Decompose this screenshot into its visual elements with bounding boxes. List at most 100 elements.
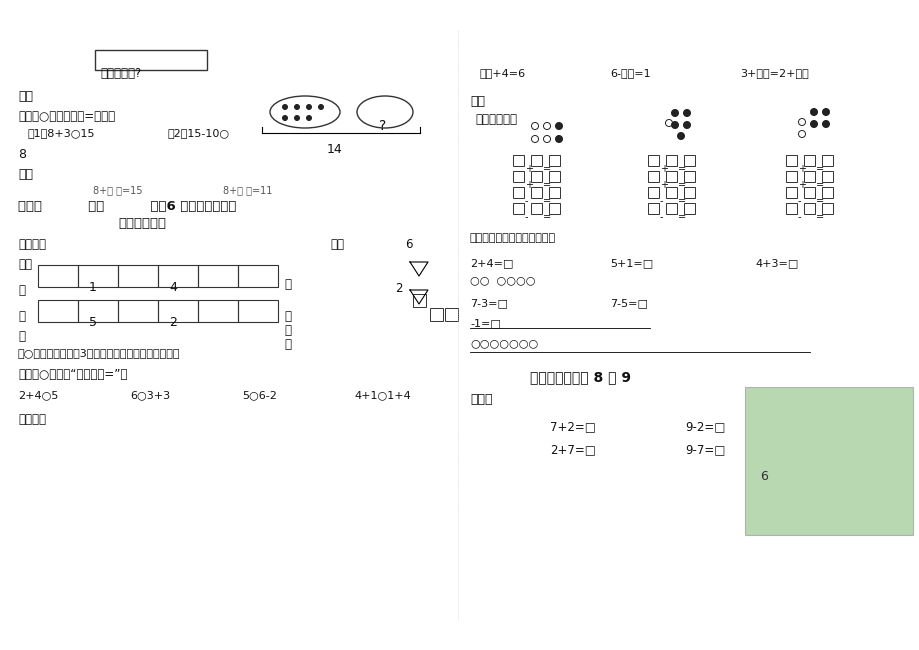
Circle shape bbox=[318, 105, 323, 109]
Text: 14: 14 bbox=[327, 143, 343, 156]
Text: （1）8+3○15: （1）8+3○15 bbox=[28, 128, 96, 138]
Bar bbox=[647, 171, 658, 182]
Bar bbox=[803, 203, 814, 214]
Text: 3+（）=2+（）: 3+（）=2+（） bbox=[739, 68, 808, 78]
Bar bbox=[158, 265, 198, 287]
Bar bbox=[445, 308, 458, 321]
Text: +: + bbox=[797, 180, 805, 190]
Text: （2）15-10○: （2）15-10○ bbox=[168, 128, 230, 138]
Bar bbox=[530, 203, 541, 214]
Bar bbox=[549, 171, 560, 182]
Text: 形: 形 bbox=[284, 338, 290, 351]
Circle shape bbox=[555, 135, 562, 142]
Bar bbox=[38, 300, 78, 322]
Text: 4+3=□: 4+3=□ bbox=[754, 258, 798, 268]
Text: 、看图列式。: 、看图列式。 bbox=[474, 113, 516, 126]
Circle shape bbox=[810, 120, 817, 127]
Circle shape bbox=[822, 120, 829, 127]
Bar bbox=[683, 155, 694, 166]
Bar bbox=[118, 265, 158, 287]
Text: =: = bbox=[815, 180, 823, 190]
Text: 6: 6 bbox=[404, 238, 412, 251]
Circle shape bbox=[306, 105, 312, 109]
Bar bbox=[785, 155, 796, 166]
Bar bbox=[513, 155, 524, 166]
Text: 一年级数学上册 8 和 9: 一年级数学上册 8 和 9 bbox=[529, 370, 630, 384]
Text: 7-3=□: 7-3=□ bbox=[470, 298, 507, 308]
Bar bbox=[429, 308, 443, 321]
Text: 5: 5 bbox=[89, 316, 96, 329]
Text: 6○3+3: 6○3+3 bbox=[130, 390, 170, 400]
Bar bbox=[647, 203, 658, 214]
Bar bbox=[683, 187, 694, 198]
Text: 4+1○1+4: 4+1○1+4 bbox=[354, 390, 410, 400]
Text: ○○○○○○○: ○○○○○○○ bbox=[470, 338, 538, 348]
Text: 2+7=□: 2+7=□ bbox=[550, 443, 596, 456]
Text: -: - bbox=[659, 212, 663, 222]
Bar bbox=[803, 187, 814, 198]
Text: =: = bbox=[677, 212, 686, 222]
Bar bbox=[198, 300, 238, 322]
Text: -: - bbox=[797, 212, 800, 222]
Bar bbox=[513, 203, 524, 214]
Bar bbox=[78, 300, 118, 322]
Text: +: + bbox=[659, 180, 667, 190]
Bar bbox=[549, 155, 560, 166]
Text: ○○  ○○○○: ○○ ○○○○ bbox=[470, 275, 535, 285]
Bar bbox=[530, 155, 541, 166]
Bar bbox=[118, 300, 158, 322]
Text: 8+（ ）=15: 8+（ ）=15 bbox=[93, 185, 142, 195]
Bar bbox=[665, 203, 676, 214]
Text: 面: 面 bbox=[284, 310, 290, 323]
Bar bbox=[821, 155, 832, 166]
Text: 还剩多少元?: 还剩多少元? bbox=[100, 67, 142, 80]
Text: -: - bbox=[797, 196, 800, 206]
Bar bbox=[238, 265, 278, 287]
Circle shape bbox=[683, 122, 690, 129]
Circle shape bbox=[282, 105, 287, 109]
Text: =: = bbox=[542, 196, 550, 206]
Bar bbox=[665, 171, 676, 182]
Text: =: = bbox=[815, 164, 823, 174]
Text: 2: 2 bbox=[394, 282, 403, 295]
Bar bbox=[647, 155, 658, 166]
Text: =: = bbox=[677, 180, 686, 190]
Bar bbox=[821, 171, 832, 182]
Bar bbox=[744, 387, 912, 535]
Text: 5○6-2: 5○6-2 bbox=[242, 390, 277, 400]
Bar bbox=[683, 203, 694, 214]
Bar bbox=[238, 300, 278, 322]
Text: 六、: 六、 bbox=[470, 95, 484, 108]
Circle shape bbox=[822, 109, 829, 116]
Circle shape bbox=[810, 109, 817, 116]
Text: 做一做: 做一做 bbox=[470, 393, 492, 406]
Text: +: + bbox=[525, 164, 532, 174]
Text: 9-2=□: 9-2=□ bbox=[685, 420, 724, 433]
Bar bbox=[785, 171, 796, 182]
Text: =: = bbox=[542, 180, 550, 190]
Text: =: = bbox=[815, 196, 823, 206]
Text: ?: ? bbox=[379, 119, 386, 133]
Text: 2+4○5: 2+4○5 bbox=[18, 390, 58, 400]
Text: 一、填空: 一、填空 bbox=[18, 238, 46, 251]
Text: 9-7=□: 9-7=□ bbox=[685, 443, 724, 456]
Text: 5+1=□: 5+1=□ bbox=[609, 258, 652, 268]
Text: 一年级          数学          上册6 的认识及相关的: 一年级 数学 上册6 的认识及相关的 bbox=[18, 200, 236, 213]
Text: -1=□: -1=□ bbox=[470, 318, 500, 328]
Bar bbox=[513, 187, 524, 198]
Bar bbox=[530, 171, 541, 182]
Text: 7-5=□: 7-5=□ bbox=[609, 298, 647, 308]
Bar bbox=[683, 171, 694, 182]
Text: 7+2=□: 7+2=□ bbox=[550, 420, 596, 433]
Circle shape bbox=[306, 116, 312, 120]
Bar bbox=[78, 265, 118, 287]
Text: 1: 1 bbox=[89, 281, 96, 294]
Text: 五、填空: 五、填空 bbox=[18, 413, 46, 426]
Text: -: - bbox=[525, 196, 528, 206]
Bar bbox=[647, 187, 658, 198]
Text: 4: 4 bbox=[169, 281, 176, 294]
Text: 2+4=□: 2+4=□ bbox=[470, 258, 513, 268]
Circle shape bbox=[555, 122, 562, 129]
Text: 四、在○里填上“＞、＜或=”。: 四、在○里填上“＞、＜或=”。 bbox=[18, 368, 127, 381]
Bar bbox=[785, 203, 796, 214]
